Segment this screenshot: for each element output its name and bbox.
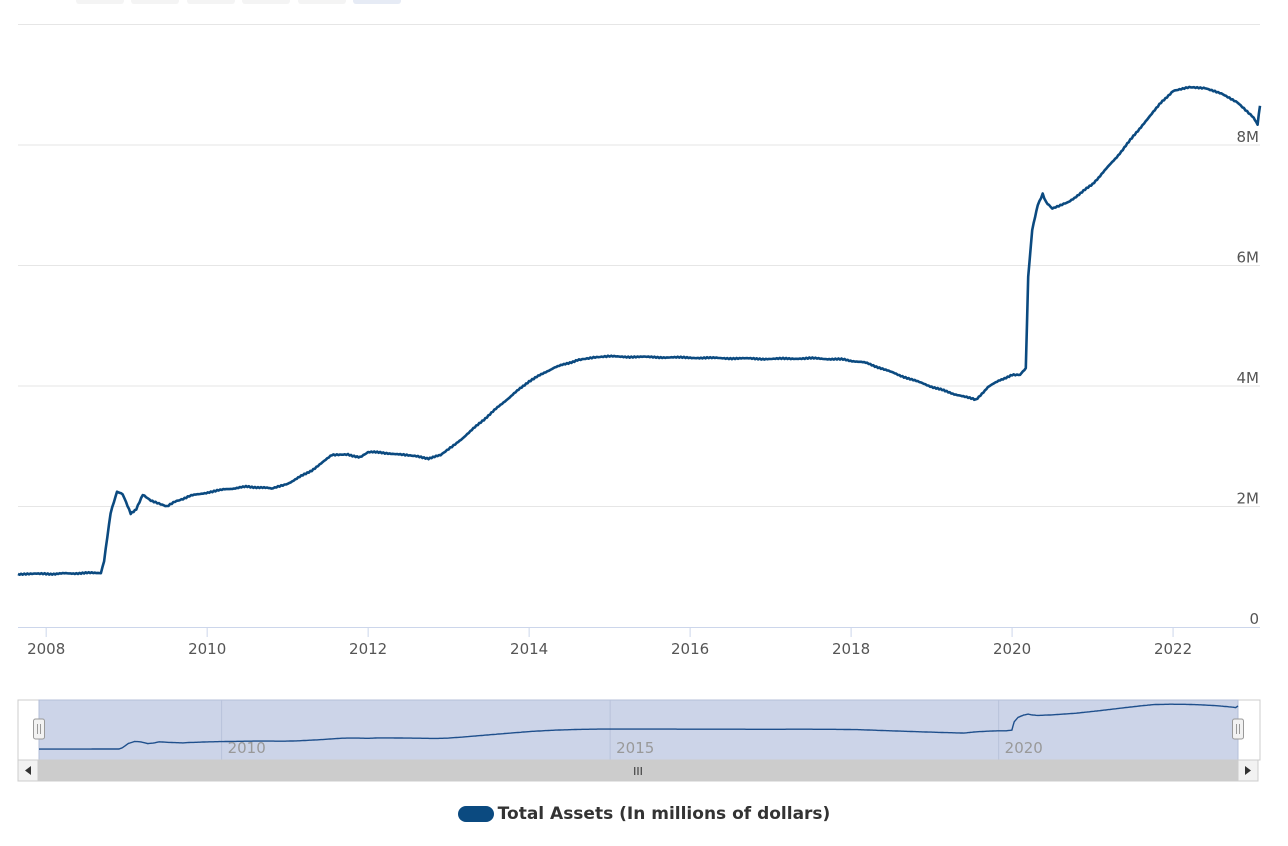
navigator[interactable]: 2010 2015 2020 (17, 699, 1261, 761)
navigator-series-line (39, 703, 1239, 750)
y-axis-ticks: 0 2M 4M 6M 8M (1237, 128, 1260, 628)
navigator-handle-right[interactable] (1232, 718, 1244, 740)
x-tick-label: 2014 (510, 640, 548, 658)
y-tick-label: 8M (1237, 128, 1260, 146)
y-tick-label: 6M (1237, 249, 1260, 267)
y-tick-label: 0 (1249, 610, 1259, 628)
navigator-labels: 2010 2015 2020 (228, 739, 1043, 757)
legend-swatch (457, 806, 494, 822)
legend-label[interactable]: Total Assets (In millions of dollars) (497, 804, 831, 824)
navigator-label: 2020 (1005, 739, 1043, 757)
navigator-label: 2010 (228, 739, 266, 757)
zoom-button-5[interactable] (298, 0, 346, 4)
zoom-button-4[interactable] (242, 0, 290, 4)
legend[interactable]: Total Assets (In millions of dollars) (0, 804, 1288, 824)
x-tick-label: 2012 (349, 640, 387, 658)
x-tick-label: 2010 (188, 640, 226, 658)
x-axis-ticks: 2008 2010 2012 2014 2016 2018 2020 2022 (27, 627, 1192, 658)
x-tick-label: 2022 (1154, 640, 1192, 658)
navigator-label: 2015 (616, 739, 654, 757)
scrollbar[interactable]: III (17, 759, 1259, 782)
scroll-right-arrow-icon[interactable] (1237, 759, 1259, 782)
navigator-selection[interactable] (38, 699, 1239, 761)
y-tick-label: 2M (1237, 490, 1260, 508)
navigator-grid (221, 700, 1000, 760)
scrollbar-grip: III (633, 765, 643, 778)
zoom-button-2[interactable] (131, 0, 179, 4)
zoom-button-1[interactable] (76, 0, 124, 4)
zoom-button-all[interactable] (353, 0, 401, 4)
x-tick-label: 2016 (671, 640, 709, 658)
scrollbar-thumb[interactable] (38, 760, 1238, 781)
y-tick-label: 4M (1237, 369, 1260, 387)
x-tick-label: 2018 (832, 640, 870, 658)
navigator-handle-left[interactable] (33, 718, 45, 740)
zoom-button-3[interactable] (187, 0, 235, 4)
series-line-total-assets (17, 85, 1262, 576)
grid-lines (18, 24, 1260, 507)
x-tick-label: 2020 (993, 640, 1031, 658)
x-tick-label: 2008 (27, 640, 65, 658)
scroll-left-arrow-icon[interactable] (17, 759, 39, 782)
